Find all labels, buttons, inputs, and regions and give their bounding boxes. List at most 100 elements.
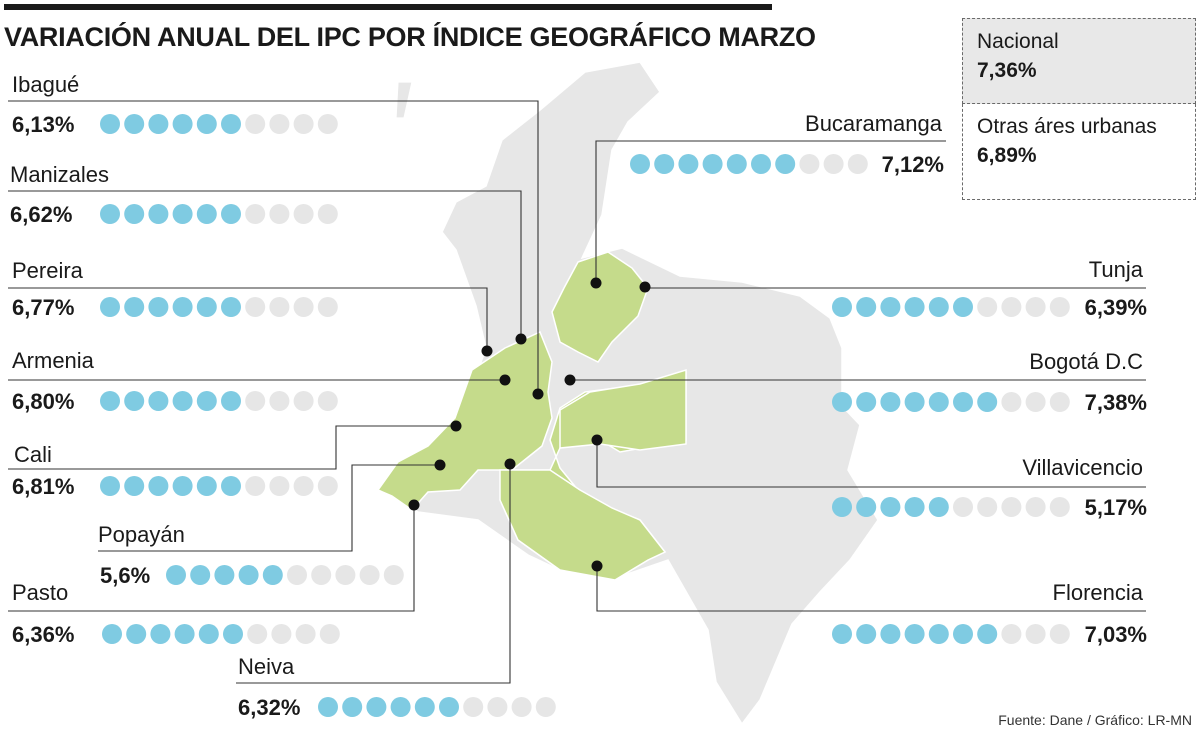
dot-filled-neiva <box>342 697 363 717</box>
dot-empty-tunja <box>1025 297 1046 317</box>
dot-empty-pasto <box>247 624 268 644</box>
legend-otras-value: 6,89% <box>977 144 1037 167</box>
city-value-villavicencio: 5,17% <box>1085 495 1147 520</box>
legend-nacional-value: 7,36% <box>977 59 1037 82</box>
city-name-popayan: Popayán <box>98 522 185 547</box>
city-name-pasto: Pasto <box>12 580 68 605</box>
city-name-florencia: Florencia <box>1053 580 1144 605</box>
dot-empty-popayan <box>287 565 307 585</box>
city-value-ibague: 6,13% <box>12 112 74 137</box>
dot-filled-bucaramanga <box>751 154 771 174</box>
city-row-neiva: Neiva 6,32% <box>238 654 556 720</box>
map-region-meta <box>559 368 687 451</box>
dot-filled-neiva <box>390 697 411 717</box>
dot-empty-villavicencio <box>1001 497 1022 517</box>
dot-filled-pereira <box>124 297 145 317</box>
dot-empty-bogota-d-c <box>1001 392 1022 412</box>
dot-empty-ibague <box>269 114 290 134</box>
city-marker-popayan <box>434 459 446 471</box>
city-name-bogota-d-c: Bogotá D.C <box>1029 349 1143 374</box>
dot-empty-tunja <box>1049 297 1070 317</box>
dot-empty-pasto <box>271 624 292 644</box>
source-note: Fuente: Dane / Gráfico: LR-MN <box>998 712 1192 728</box>
dot-filled-bucaramanga <box>678 154 699 174</box>
dot-empty-manizales <box>317 204 338 224</box>
dot-filled-florencia <box>856 624 877 644</box>
dot-empty-pereira <box>317 297 338 317</box>
dot-filled-bucaramanga <box>726 154 747 174</box>
dot-filled-florencia <box>953 624 973 644</box>
dot-empty-villavicencio <box>953 497 973 517</box>
dot-filled-bogota-d-c <box>928 392 949 412</box>
dot-filled-pasto <box>102 624 122 644</box>
dot-empty-florencia <box>1001 624 1022 644</box>
city-row-armenia: Armenia 6,80% <box>12 348 338 414</box>
legend-nacional-label: Nacional <box>977 30 1059 53</box>
city-value-neiva: 6,32% <box>238 695 300 720</box>
leader-line-cali <box>8 425 456 470</box>
dot-empty-cali <box>293 476 314 496</box>
dot-filled-neiva <box>414 697 435 717</box>
dot-filled-armenia <box>124 391 145 411</box>
city-name-bucaramanga: Bucaramanga <box>805 111 943 136</box>
dot-filled-armenia <box>196 391 217 411</box>
city-row-tunja: Tunja 6,39% <box>832 257 1147 320</box>
dot-filled-bucaramanga <box>775 154 796 174</box>
dot-filled-manizales <box>221 204 241 224</box>
dot-empty-popayan <box>383 565 404 585</box>
dot-empty-armenia <box>293 391 314 411</box>
dot-empty-ibague <box>317 114 338 134</box>
dot-filled-bucaramanga <box>654 154 675 174</box>
dot-empty-tunja <box>977 297 998 317</box>
legend-nacional: Nacional 7,36% <box>962 18 1196 104</box>
dot-empty-manizales <box>245 204 266 224</box>
dot-filled-bucaramanga <box>702 154 723 174</box>
map-region-caqueta <box>499 469 667 581</box>
dot-filled-popayan <box>214 565 235 585</box>
dot-empty-bogota-d-c <box>1049 392 1070 412</box>
dot-filled-ibague <box>100 114 120 134</box>
top-rule <box>4 4 772 10</box>
city-name-ibague: Ibagué <box>12 72 79 97</box>
dot-filled-ibague <box>148 114 169 134</box>
dot-empty-villavicencio <box>1025 497 1046 517</box>
dot-filled-pasto <box>174 624 195 644</box>
city-value-popayan: 5,6% <box>100 563 150 588</box>
dot-filled-pereira <box>100 297 120 317</box>
dot-empty-neiva <box>487 697 508 717</box>
dot-empty-pereira <box>245 297 266 317</box>
leader-line-villavicencio <box>596 440 1146 488</box>
city-row-manizales: Manizales 6,62% <box>10 162 338 227</box>
dot-filled-tunja <box>953 297 973 317</box>
dot-empty-cali <box>269 476 290 496</box>
dot-filled-bogota-d-c <box>904 392 925 412</box>
city-marker-manizales <box>515 333 527 345</box>
dot-filled-bucaramanga <box>630 154 650 174</box>
dot-filled-florencia <box>880 624 901 644</box>
dot-filled-bogota-d-c <box>856 392 877 412</box>
city-value-florencia: 7,03% <box>1085 622 1147 647</box>
dot-filled-villavicencio <box>832 497 852 517</box>
dot-empty-cali <box>317 476 338 496</box>
dot-empty-florencia <box>1049 624 1070 644</box>
city-value-tunja: 6,39% <box>1085 295 1147 320</box>
dot-empty-ibague <box>293 114 314 134</box>
dot-filled-pasto <box>198 624 219 644</box>
dot-empty-villavicencio <box>1049 497 1070 517</box>
dot-filled-armenia <box>148 391 169 411</box>
city-marker-pasto <box>408 499 420 511</box>
dot-filled-popayan <box>262 565 283 585</box>
dot-empty-ibague <box>245 114 266 134</box>
dot-filled-neiva <box>318 697 338 717</box>
city-value-manizales: 6,62% <box>10 202 72 227</box>
dot-filled-popayan <box>238 565 259 585</box>
city-marker-bogota-d-c <box>564 374 576 386</box>
dot-filled-cali <box>172 476 193 496</box>
dot-empty-popayan <box>359 565 380 585</box>
leader-line-ibague <box>8 100 539 394</box>
dot-filled-villavicencio <box>856 497 877 517</box>
city-marker-cali <box>450 420 462 432</box>
dot-empty-pasto <box>295 624 316 644</box>
city-row-pereira: Pereira 6,77% <box>12 258 338 320</box>
